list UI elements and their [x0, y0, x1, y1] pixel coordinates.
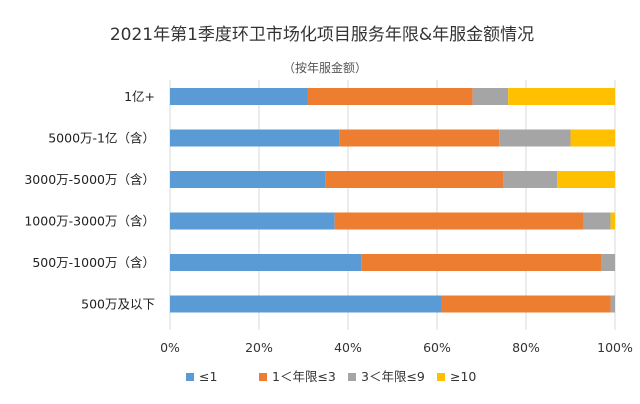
category-label: 500万及以下 — [81, 297, 155, 312]
bar-segment — [508, 88, 615, 105]
bars-group — [170, 88, 615, 313]
category-label: 5000万-1亿（含） — [48, 131, 155, 146]
bar-segment — [170, 254, 362, 271]
legend-label: 3＜年限≤9 — [361, 369, 425, 384]
category-labels: 1亿+ 5000万-1亿（含） 3000万-5000万（含） 1000万-3000万（… — [24, 89, 155, 312]
bar-segment — [610, 212, 615, 230]
category-label: 500万-1000万（含） — [32, 255, 155, 270]
bar-segment — [503, 171, 558, 188]
bar-segment — [557, 171, 615, 188]
bar-segment — [601, 254, 615, 271]
legend: ≤1 1＜年限≤3 3＜年限≤9 ≥10 — [186, 369, 476, 384]
bar-segment — [339, 129, 500, 147]
legend-label: 1＜年限≤3 — [272, 369, 336, 384]
bar-segment — [610, 295, 615, 313]
legend-swatch — [259, 373, 267, 381]
bar-segment — [170, 129, 340, 147]
bar-segment — [570, 129, 615, 147]
chart-title: 2021年第1季度环卫市场化项目服务年限&年服金额情况 — [110, 25, 534, 45]
category-label: 1000万-3000万（含） — [24, 214, 155, 229]
bar-segment — [170, 212, 335, 230]
legend-label: ≤1 — [199, 369, 217, 384]
x-tick-label: 0% — [160, 340, 180, 355]
x-tick-label: 80% — [512, 340, 540, 355]
x-tick-label: 60% — [423, 340, 451, 355]
legend-swatch — [348, 373, 356, 381]
category-label: 1亿+ — [124, 89, 155, 104]
legend-swatch — [437, 373, 445, 381]
category-label: 3000万-5000万（含） — [24, 172, 155, 187]
legend-swatch — [186, 373, 194, 381]
bar-segment — [170, 88, 308, 105]
x-tick-label: 20% — [245, 340, 273, 355]
x-tick-labels: 0% 20% 40% 60% 80% 100% — [160, 340, 633, 355]
bar-segment — [361, 254, 602, 271]
x-tick-label: 40% — [334, 340, 362, 355]
bar-segment — [307, 88, 473, 105]
bar-segment — [325, 171, 504, 188]
gridlines — [169, 80, 616, 330]
bar-segment — [472, 88, 509, 105]
bar-segment — [499, 129, 571, 147]
bar-segment — [583, 212, 611, 230]
bar-segment — [170, 295, 442, 313]
bar-segment — [170, 171, 326, 188]
bar-segment — [441, 295, 611, 313]
legend-label: ≥10 — [450, 369, 476, 384]
bar-segment — [334, 212, 584, 230]
chart-subtitle: （按年服金额） — [283, 60, 367, 75]
x-tick-label: 100% — [597, 340, 633, 355]
